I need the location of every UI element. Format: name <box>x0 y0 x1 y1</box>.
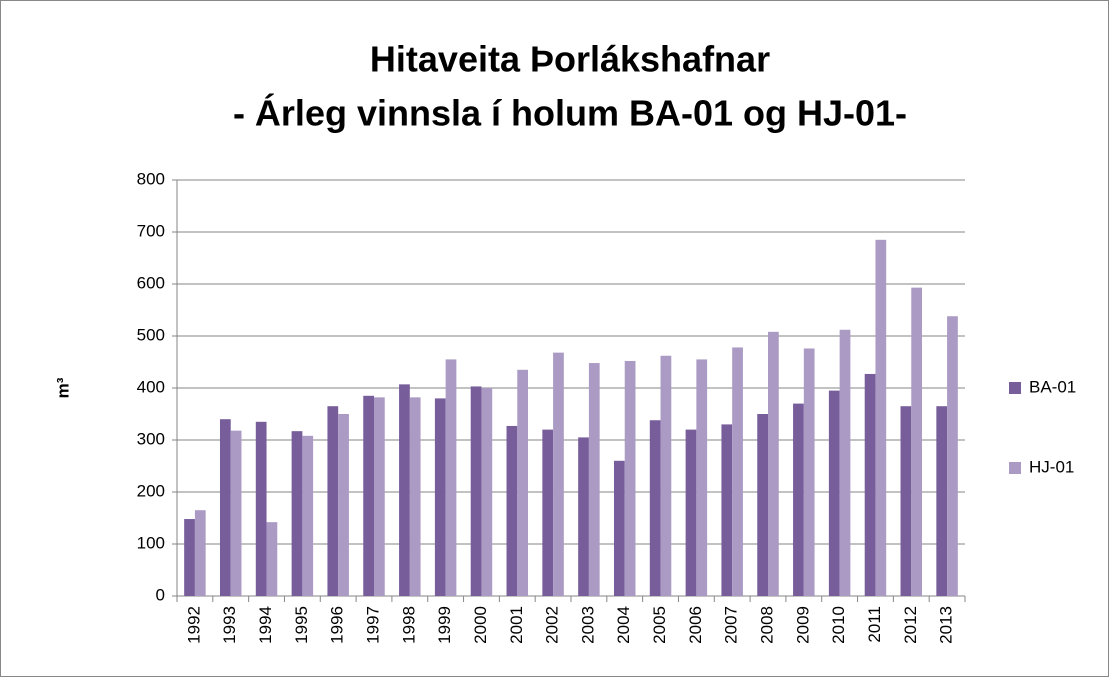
bar <box>660 355 672 596</box>
x-tick-label: 2000 <box>471 606 490 644</box>
legend-label: BA-01 <box>1029 377 1076 396</box>
x-tick-label: 2001 <box>507 606 526 644</box>
bar <box>875 239 887 597</box>
x-tick-label: 2010 <box>829 606 848 644</box>
bar <box>194 510 206 596</box>
legend-swatch <box>1009 382 1021 394</box>
bar <box>793 403 804 596</box>
bar <box>803 348 815 596</box>
y-tick-label: 300 <box>137 429 165 448</box>
y-axis-label: m³ <box>53 377 72 398</box>
x-tick-label: 2006 <box>686 606 705 644</box>
bar <box>363 395 374 596</box>
bar <box>649 420 661 596</box>
y-tick-label: 400 <box>137 377 165 396</box>
legend-swatch <box>1009 462 1021 474</box>
bar <box>517 369 529 596</box>
x-tick-label: 2013 <box>937 606 956 644</box>
y-tick-label: 0 <box>156 585 165 604</box>
x-tick-label: 1993 <box>220 606 239 644</box>
bar <box>338 414 349 596</box>
bar <box>696 359 708 596</box>
x-tick-label: 2011 <box>865 606 884 643</box>
bar <box>506 425 518 596</box>
bar <box>864 373 876 596</box>
x-tick-label: 1998 <box>399 606 418 644</box>
bar <box>685 429 697 596</box>
x-tick-label: 1994 <box>256 606 275 644</box>
bar <box>721 424 733 596</box>
x-tick-label: 2012 <box>901 606 920 644</box>
x-tick-label: 1999 <box>435 606 454 644</box>
bar <box>291 431 303 596</box>
bar <box>542 429 554 596</box>
x-tick-label: 2002 <box>543 606 562 644</box>
x-tick-label: 1997 <box>363 606 382 644</box>
bar <box>327 406 339 596</box>
x-tick-label: 1995 <box>292 606 311 644</box>
legend-label: HJ-01 <box>1029 457 1074 476</box>
x-tick-label: 1992 <box>184 606 203 644</box>
bar <box>613 460 625 596</box>
bar <box>768 331 779 596</box>
bar <box>230 430 242 596</box>
x-tick-label: 2007 <box>722 606 741 644</box>
y-tick-label: 100 <box>137 533 165 552</box>
chart-subtitle: - Árleg vinnsla í holum BA-01 og HJ-01- <box>233 93 907 134</box>
bar <box>578 437 589 596</box>
bar <box>434 398 446 596</box>
y-tick-label: 600 <box>137 273 165 292</box>
x-tick-label: 1996 <box>328 606 347 644</box>
bar <box>732 347 743 596</box>
bar <box>266 522 278 596</box>
y-tick-label: 500 <box>137 325 165 344</box>
bar <box>255 421 267 596</box>
y-tick-label: 200 <box>137 481 165 500</box>
bar <box>588 363 600 596</box>
bar <box>757 414 768 596</box>
y-tick-label: 700 <box>137 221 165 240</box>
bar <box>409 397 421 596</box>
bar <box>184 519 195 596</box>
x-tick-label: 2004 <box>614 606 633 644</box>
x-tick-label: 2003 <box>578 606 597 644</box>
bar <box>828 390 840 596</box>
bar <box>839 329 851 596</box>
bar <box>911 287 923 596</box>
y-tick-label: 800 <box>137 169 165 188</box>
bar <box>481 388 493 596</box>
bar <box>936 406 948 596</box>
bar <box>947 316 958 596</box>
x-tick-label: 2009 <box>793 606 812 644</box>
bar <box>900 406 912 596</box>
x-tick-label: 2005 <box>650 606 669 644</box>
x-tick-label: 2008 <box>757 606 776 644</box>
bar <box>445 359 457 596</box>
bar <box>399 384 410 596</box>
bar <box>374 397 385 596</box>
bar <box>624 360 636 596</box>
bar <box>302 435 314 596</box>
bar <box>470 386 482 596</box>
bar <box>553 352 564 596</box>
bar <box>219 419 231 596</box>
chart-title: Hitaveita Þorlákshafnar <box>370 39 770 80</box>
